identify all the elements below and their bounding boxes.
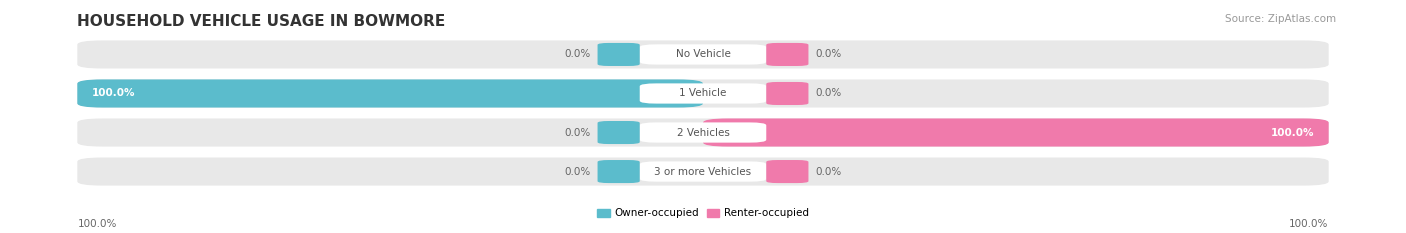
- FancyBboxPatch shape: [640, 161, 766, 182]
- FancyBboxPatch shape: [766, 82, 808, 105]
- Text: 0.0%: 0.0%: [815, 89, 842, 99]
- Text: 1 Vehicle: 1 Vehicle: [679, 89, 727, 99]
- Text: 0.0%: 0.0%: [564, 167, 591, 177]
- FancyBboxPatch shape: [598, 43, 640, 66]
- FancyBboxPatch shape: [703, 118, 1329, 147]
- FancyBboxPatch shape: [598, 160, 640, 183]
- Text: 0.0%: 0.0%: [564, 49, 591, 59]
- FancyBboxPatch shape: [77, 79, 1329, 108]
- Text: 100.0%: 100.0%: [91, 89, 135, 99]
- FancyBboxPatch shape: [640, 122, 766, 143]
- FancyBboxPatch shape: [77, 158, 1329, 186]
- Text: Source: ZipAtlas.com: Source: ZipAtlas.com: [1225, 14, 1336, 24]
- Text: 100.0%: 100.0%: [77, 219, 117, 229]
- FancyBboxPatch shape: [77, 118, 1329, 147]
- Text: HOUSEHOLD VEHICLE USAGE IN BOWMORE: HOUSEHOLD VEHICLE USAGE IN BOWMORE: [77, 14, 446, 29]
- FancyBboxPatch shape: [77, 79, 703, 108]
- Text: 3 or more Vehicles: 3 or more Vehicles: [654, 167, 752, 177]
- FancyBboxPatch shape: [640, 44, 766, 65]
- FancyBboxPatch shape: [77, 40, 1329, 69]
- Text: 100.0%: 100.0%: [1271, 127, 1315, 137]
- Text: 0.0%: 0.0%: [815, 49, 842, 59]
- Text: 0.0%: 0.0%: [815, 167, 842, 177]
- Legend: Owner-occupied, Renter-occupied: Owner-occupied, Renter-occupied: [598, 209, 808, 219]
- FancyBboxPatch shape: [598, 121, 640, 144]
- Text: 0.0%: 0.0%: [564, 127, 591, 137]
- Text: 100.0%: 100.0%: [1289, 219, 1329, 229]
- FancyBboxPatch shape: [766, 160, 808, 183]
- FancyBboxPatch shape: [766, 43, 808, 66]
- FancyBboxPatch shape: [640, 83, 766, 104]
- Text: No Vehicle: No Vehicle: [675, 49, 731, 59]
- Text: 2 Vehicles: 2 Vehicles: [676, 127, 730, 137]
